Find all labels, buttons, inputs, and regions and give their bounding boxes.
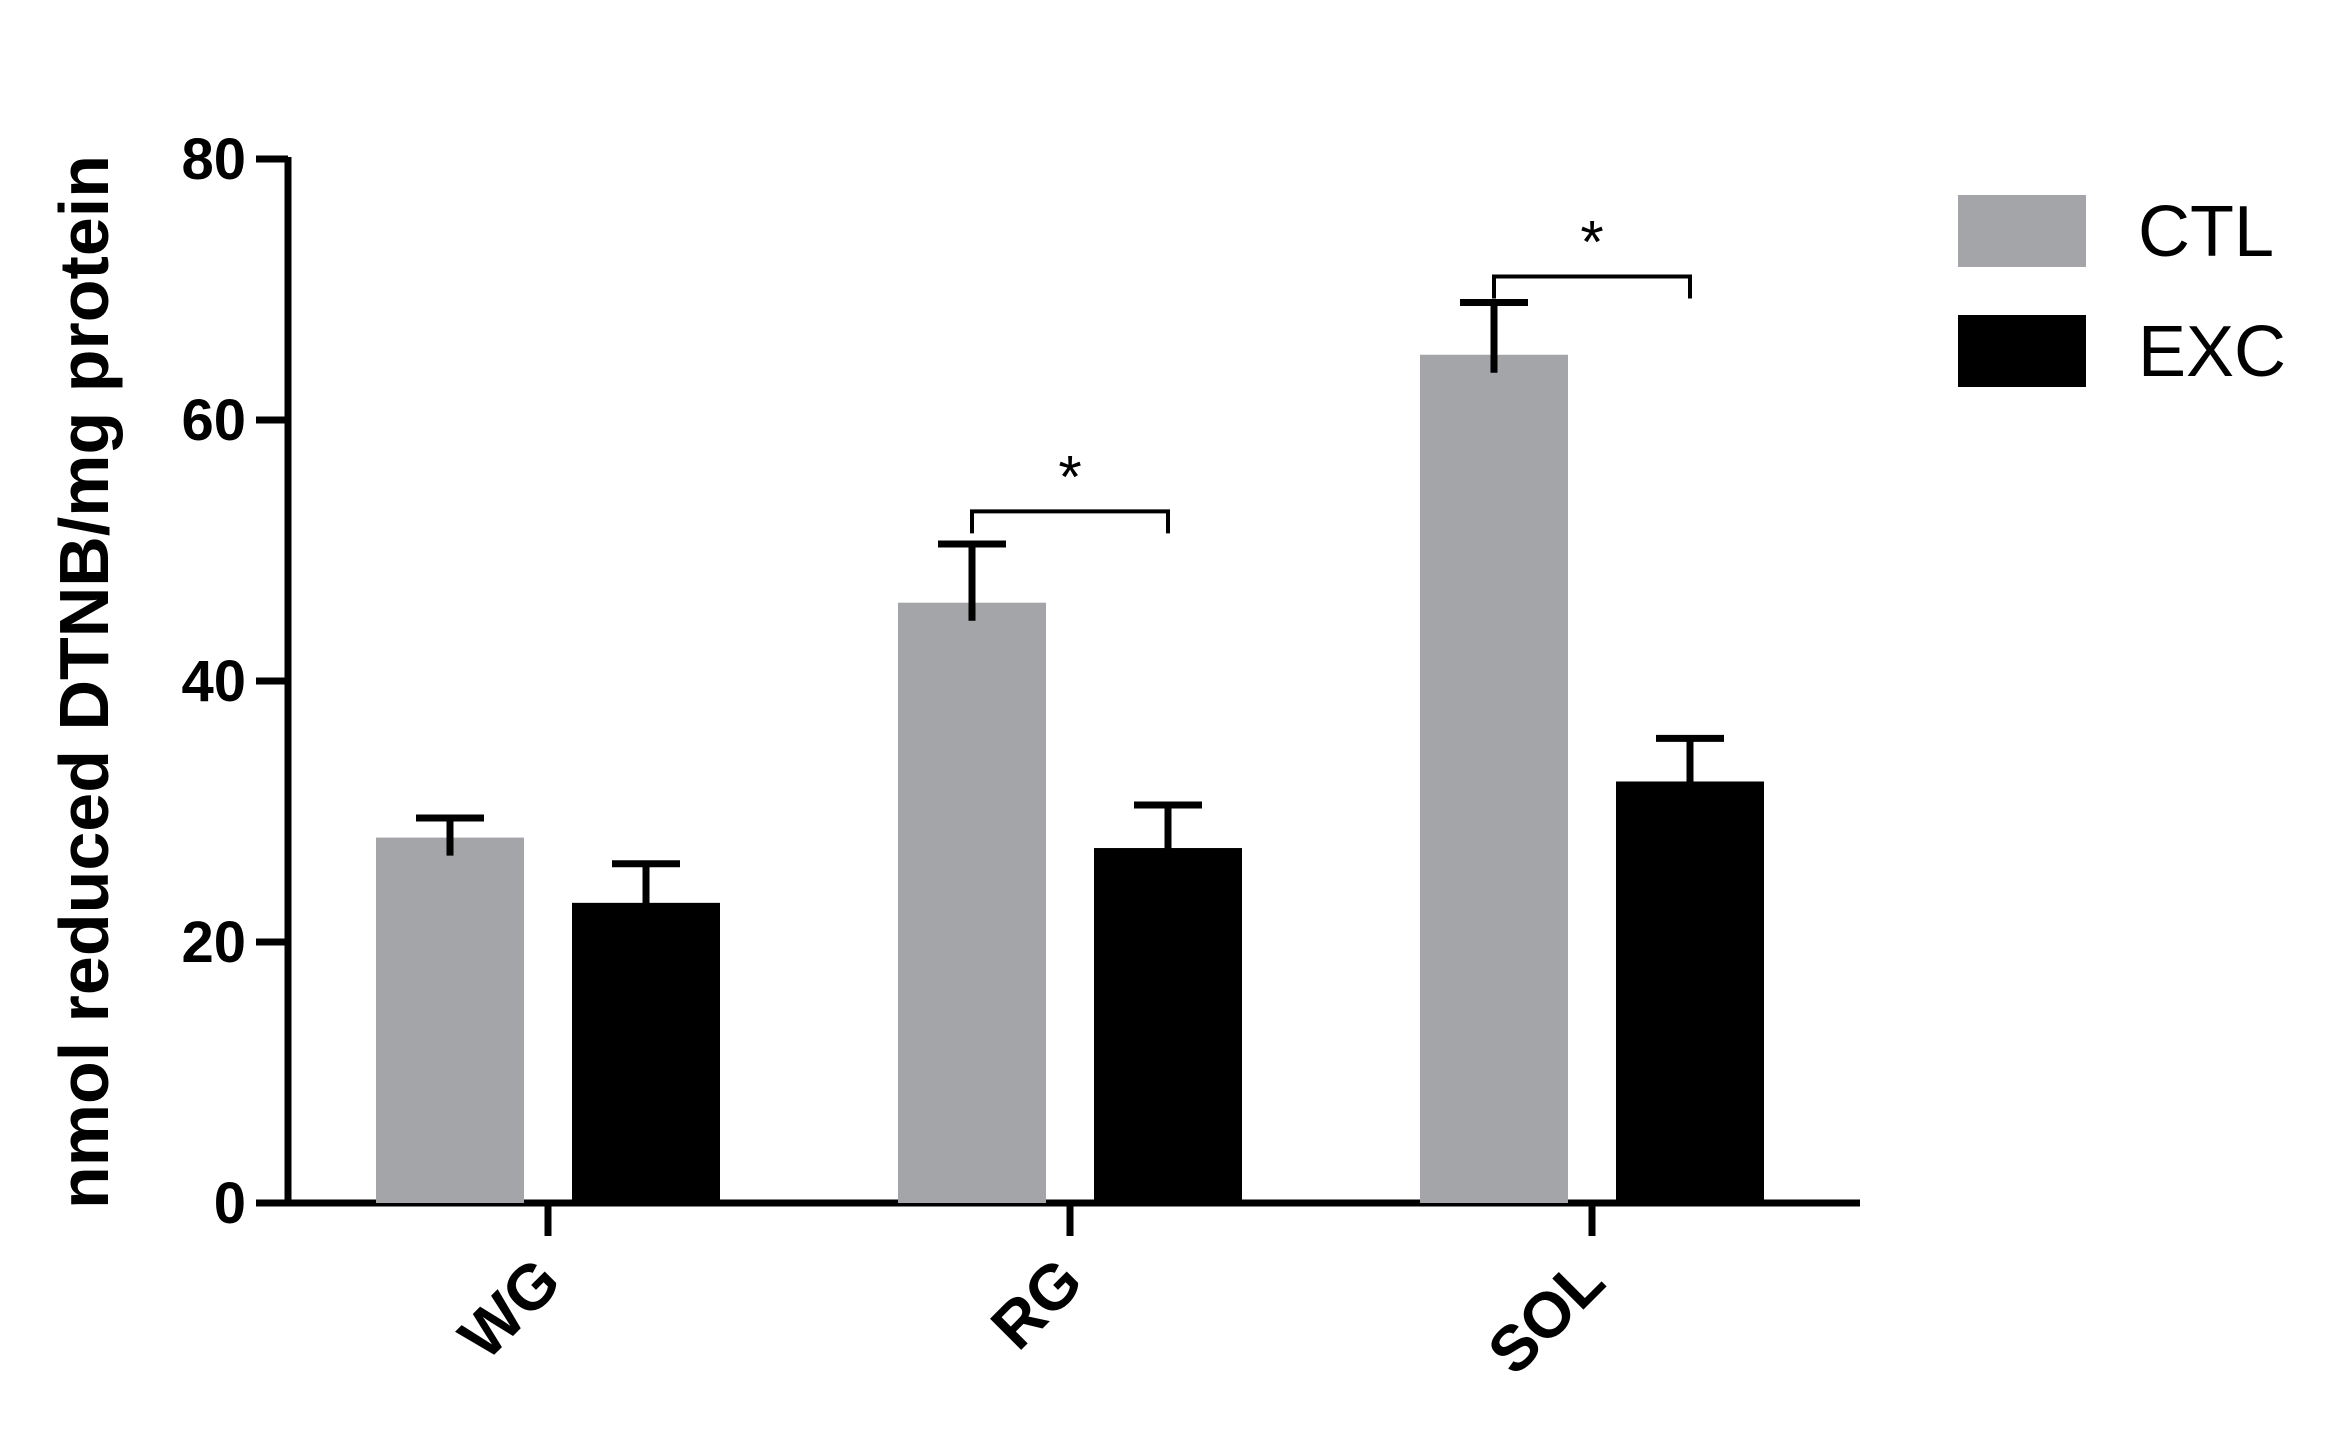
significance-bracket xyxy=(970,509,1170,534)
y-axis: 0 20 40 60 80 xyxy=(181,127,292,1236)
bar-ctl-wg xyxy=(376,837,524,1203)
legend-swatch-exc xyxy=(1958,315,2086,387)
y-tick-label: 0 xyxy=(214,1171,246,1236)
legend-swatch-ctl xyxy=(1958,195,2086,267)
significance-star: * xyxy=(1580,208,1603,275)
bar-exc-wg xyxy=(572,902,720,1203)
bar-ctl-sol xyxy=(1420,354,1568,1203)
y-tick-label: 60 xyxy=(181,388,246,453)
legend-label-exc: EXC xyxy=(2138,312,2286,392)
significance-bracket xyxy=(1492,274,1692,299)
y-tick-label: 40 xyxy=(181,649,246,714)
significance-brackets: ** xyxy=(970,208,1692,534)
bar-exc-sol xyxy=(1616,781,1764,1203)
legend: CTL EXC xyxy=(1958,192,2286,392)
bar-ctl-rg xyxy=(898,602,1046,1203)
y-tick-label: 20 xyxy=(181,910,246,975)
legend-label-ctl: CTL xyxy=(2138,192,2274,272)
bars xyxy=(376,354,1764,1203)
x-tick-label: SOL xyxy=(1474,1244,1618,1388)
x-tick-label: WG xyxy=(445,1244,574,1373)
x-tick-label: RG xyxy=(977,1244,1096,1363)
y-tick-label: 80 xyxy=(181,127,246,192)
bar-exc-rg xyxy=(1094,848,1242,1203)
y-axis-label: nmol reduced DTNB/mg protein xyxy=(45,155,123,1209)
x-axis: WG RG SOL xyxy=(284,1199,1860,1388)
significance-star: * xyxy=(1058,443,1081,510)
error-bars xyxy=(416,299,1724,921)
